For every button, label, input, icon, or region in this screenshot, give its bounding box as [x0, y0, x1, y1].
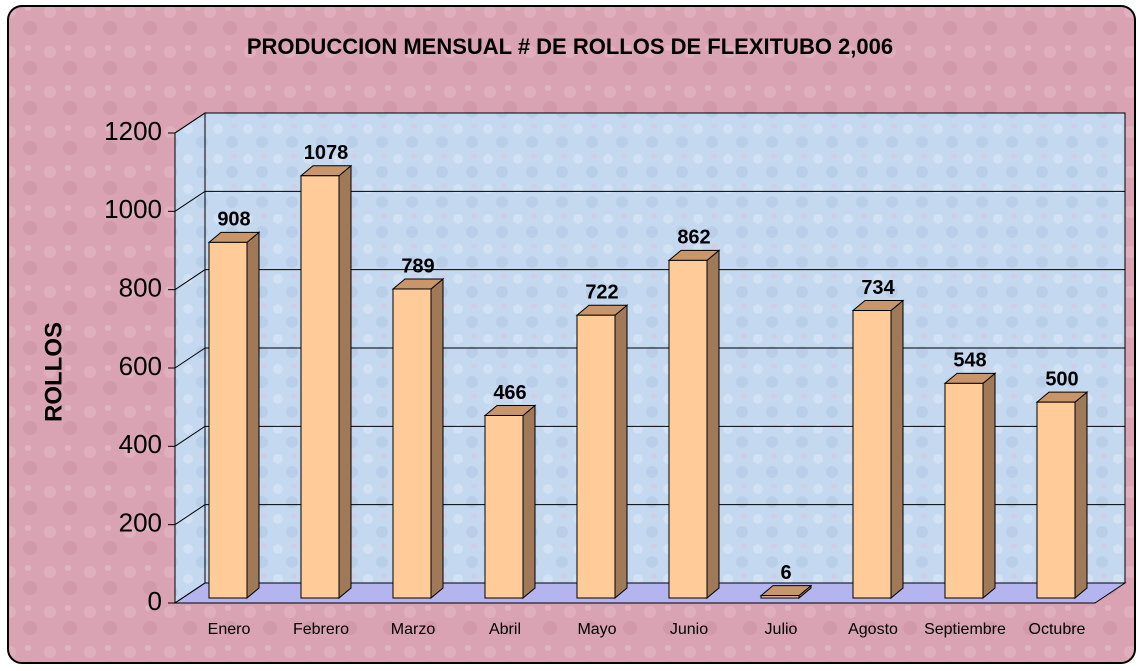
data-label: 789 — [401, 255, 434, 277]
y-tick-label: 1200 — [104, 116, 162, 146]
data-label: 734 — [861, 277, 895, 299]
bar — [667, 249, 721, 600]
data-label: 722 — [585, 281, 618, 303]
bar-front — [208, 241, 248, 599]
y-tick-label: 600 — [119, 351, 162, 381]
bar — [483, 404, 537, 600]
bar — [759, 584, 813, 600]
grid-line — [174, 112, 1125, 134]
bar-side — [246, 231, 260, 600]
bar-front — [300, 175, 340, 599]
data-label: 1078 — [304, 142, 349, 164]
bar-side — [890, 299, 904, 600]
bar-side — [614, 304, 628, 600]
bar-side — [522, 404, 536, 600]
bar — [575, 304, 629, 600]
x-tick-label: Enero — [208, 621, 251, 638]
bar — [1035, 391, 1089, 600]
bar-front — [484, 414, 524, 599]
y-tick-label: 400 — [119, 429, 162, 459]
grid-line — [174, 347, 1125, 369]
bar — [851, 299, 905, 600]
bar-front — [576, 314, 616, 599]
bar-side — [706, 249, 720, 600]
bar — [207, 231, 261, 600]
bar — [943, 372, 997, 600]
bar-front — [392, 288, 432, 599]
y-tick-label: 1000 — [104, 194, 162, 224]
x-tick-label: Mayo — [577, 621, 616, 638]
x-tick-label: Septiembre — [924, 621, 1006, 638]
bar-side — [430, 277, 444, 600]
bar — [391, 277, 445, 600]
y-axis-label: ROLLOS — [40, 322, 67, 422]
bar — [299, 164, 353, 600]
bar-side — [338, 164, 352, 600]
chart-title: PRODUCCION MENSUAL # DE ROLLOS DE FLEXIT… — [247, 34, 893, 59]
data-label: 548 — [953, 350, 986, 372]
bar-side — [982, 372, 996, 600]
data-label: 862 — [677, 227, 710, 249]
bar-front — [944, 382, 984, 599]
data-label: 500 — [1045, 368, 1078, 390]
y-tick-label: 0 — [148, 586, 162, 616]
x-tick-label: Abril — [489, 621, 521, 638]
grid-line — [174, 425, 1125, 447]
data-label: 908 — [217, 209, 250, 231]
y-tick-label: 200 — [119, 508, 162, 538]
bar-front — [668, 259, 708, 599]
bar-front — [760, 595, 800, 599]
grid-line — [174, 190, 1125, 212]
x-tick-label: Marzo — [391, 621, 436, 638]
y-tick-label: 800 — [119, 273, 162, 303]
x-tick-label: Agosto — [848, 621, 898, 638]
bar-front — [1036, 401, 1076, 599]
bar-front — [852, 310, 892, 599]
x-tick-label: Julio — [765, 621, 798, 638]
grid-line — [174, 504, 1125, 526]
x-tick-label: Febrero — [293, 621, 349, 638]
bar-side — [1074, 391, 1088, 600]
x-tick-label: Junio — [670, 621, 708, 638]
grid-line — [174, 269, 1125, 291]
data-label: 466 — [493, 382, 526, 404]
x-tick-label: Octubre — [1029, 621, 1086, 638]
grid-line — [174, 582, 1125, 604]
data-label: 6 — [780, 562, 791, 584]
